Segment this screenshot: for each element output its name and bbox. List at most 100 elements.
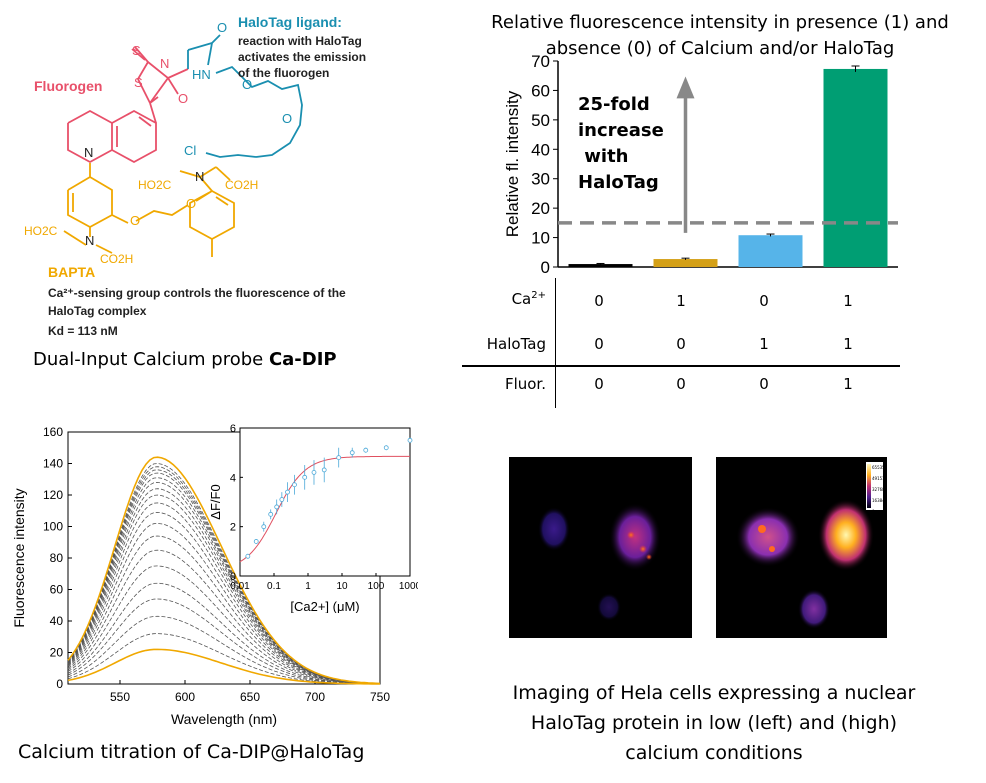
chlorine-atom: Cl: [184, 143, 196, 158]
bar-chart-title-line1: Relative fluorescence intensity in prese…: [491, 12, 949, 33]
spectrum-dashed-13: [67, 481, 381, 684]
colorbar-tick-5: 0: [872, 509, 875, 514]
titration-inset-chart: 0 2 4 6 0.01 0.1 1 10 100 1000 [Ca2+] (μM) ΔF/F0: [208, 423, 418, 613]
fluorogen-label: Fluorogen: [34, 78, 102, 94]
inset-x-tick-label: 0.01: [230, 581, 250, 592]
kd-value: Kd = 113 nM: [48, 324, 118, 338]
bar-chart-title-line2: absence (0) of Calcium and/or HaloTag: [545, 38, 895, 59]
cell-fluor-1: 0: [594, 375, 604, 393]
table-vertical-line: [555, 278, 556, 408]
co2h-group-2: CO2H: [100, 252, 133, 266]
cell-halotag-3: 1: [759, 335, 769, 353]
panel-d-caption-line2: HaloTag protein in low (left) and (high): [530, 712, 898, 734]
oxygen-atom-bapta1: O: [130, 213, 140, 228]
bar-chart-title: Relative fluorescence intensity in prese…: [470, 10, 970, 62]
sulfur-atom-thione: S: [132, 43, 141, 58]
panel-a-caption-text: Dual-Input Calcium probe: [33, 349, 269, 370]
spectrum-min: [67, 648, 380, 685]
inset-point-13: [349, 450, 355, 456]
row-label-halotag: HaloTag: [486, 335, 546, 353]
sulfur-atom-ring: S: [134, 75, 143, 90]
bar-1: [568, 264, 633, 267]
inset-frame: [239, 427, 411, 577]
nitrogen-atom-bapta2: N: [85, 233, 94, 248]
hn-atom: HN: [192, 67, 211, 82]
inset-x-tick-label: 100: [368, 581, 385, 592]
condition-table: Ca2+ 0 1 0 1 HaloTag 0 0 1 1 Fluor. 0 0 …: [460, 278, 940, 408]
oxygen-atom-bapta2: O: [186, 196, 196, 211]
bar-chart: 0 10 20 30 40 50 60 70 Relative fl. intensity: [503, 55, 898, 277]
low-calcium-cells: [538, 503, 661, 621]
panel-a-caption: Dual-Input Calcium probe Ca-DIP: [33, 349, 337, 370]
spectra-y-tick-label: 140: [43, 457, 63, 471]
row-label-ca: Ca2+: [511, 290, 546, 308]
spectra-y-tick-label: 100: [43, 520, 63, 534]
oxygen-atom-ring: O: [178, 91, 188, 106]
low-calcium-image: [509, 457, 692, 638]
spectrum-max: [67, 456, 381, 685]
spectra-x-tick-label: 700: [305, 690, 325, 704]
spectrum-dashed-1: [67, 633, 381, 685]
spectra-y-axis-label: Fluorescence intensity: [11, 488, 27, 627]
nitrogen-atom-aniline: N: [84, 145, 93, 160]
cell-ca-4: 1: [843, 292, 853, 310]
colorbar-tick-3: 32768: [872, 487, 885, 492]
bar-y-tick-label: 70: [531, 55, 550, 71]
nitrogen-atom-bapta1: N: [195, 169, 204, 184]
inset-point-8: [292, 482, 297, 488]
inset-point-2: [253, 539, 259, 544]
colorbar-gradient: [867, 464, 871, 508]
bapta-desc-1: Ca²⁺-sensing group controls the fluoresc…: [48, 286, 346, 300]
spectrum-dashed-7: [67, 535, 381, 684]
cell-ca-2: 1: [676, 292, 686, 310]
bar-y-tick-label: 10: [531, 229, 550, 248]
spectrum-dashed-18: [67, 463, 381, 684]
panel-d-caption: Imaging of Hela cells expressing a nucle…: [470, 678, 958, 768]
cell-fluor-2: 0: [676, 375, 686, 393]
spectra-x-tick-label: 650: [240, 690, 260, 704]
inset-y-tick-label: 6: [230, 423, 236, 435]
table-horizontal-line: [462, 365, 900, 367]
increase-arrow-head: [676, 76, 695, 99]
inset-point-6: [279, 497, 285, 502]
bar-y-tick-label: 50: [531, 111, 550, 130]
bapta-label: BAPTA: [48, 264, 95, 280]
inset-point-4: [268, 511, 274, 517]
spectra-y-tick-label: 60: [50, 583, 64, 597]
bar-4: [823, 68, 888, 268]
bar-3: [738, 235, 803, 267]
colorbar-ticks: 65535 49151 32768 16384 0: [872, 462, 885, 517]
ligand-desc-1: reaction with HaloTag: [238, 34, 362, 48]
co2h-group-1: CO2H: [225, 178, 258, 192]
row-label-fluor: Fluor.: [504, 375, 546, 393]
inset-point-3: [261, 524, 267, 530]
ho2c-group-2: HO2C: [24, 224, 58, 238]
inset-point-7: [285, 489, 290, 495]
nitrogen-atom-ring: N: [160, 56, 169, 71]
spectra-y-tick-label: 80: [50, 551, 64, 565]
spectra-y-tick-label: 160: [43, 425, 63, 439]
spectrum-dashed-4: [67, 582, 380, 685]
spectrum-dashed-2: [67, 615, 380, 685]
spectra-x-tick-label: 600: [175, 690, 195, 704]
inset-point-1: [245, 553, 251, 559]
annotation-line2: increase: [578, 120, 664, 141]
bar-y-tick-label: 40: [531, 140, 550, 159]
oxygen-atom-ether1: O: [242, 77, 252, 92]
spectra-x-tick-label: 550: [110, 690, 130, 704]
spectrum-dashed-5: [67, 565, 381, 685]
bar-y-tick-label: 20: [531, 199, 550, 218]
inset-x-tick-label: 0.1: [267, 581, 281, 592]
inset-y-tick-label: 2: [230, 522, 236, 534]
panel-a-caption-bold: Ca-DIP: [268, 349, 337, 370]
colorbar-tick-4: 16384: [872, 498, 885, 503]
high-calcium-image: 65535 49151 32768 16384 0: [716, 457, 887, 638]
cell-halotag-1: 0: [594, 335, 604, 353]
inset-x-tick-label: 1: [305, 581, 311, 592]
ca-dip-structure: S S N O Fluorogen N O HN O O Cl HaloTag …: [24, 14, 366, 338]
bar-y-tick-label: 60: [531, 81, 550, 100]
cell-halotag-4: 1: [843, 335, 853, 353]
inset-point-10: [311, 470, 317, 475]
spectrum-dashed-3: [67, 598, 381, 685]
spectra-x-tick-label: 750: [370, 690, 390, 704]
